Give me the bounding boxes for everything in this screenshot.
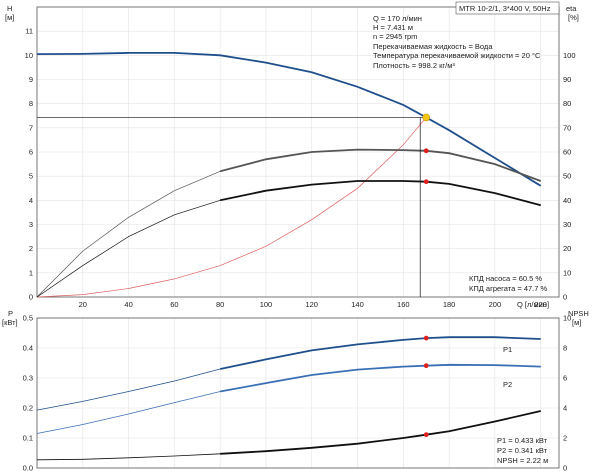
lower-right-axis-unit: [м]	[572, 318, 581, 327]
upper-left-tick-4: 4	[29, 196, 33, 205]
x-tick-20: 20	[79, 300, 87, 309]
info-line-5: Температура перекачиваемой жидкости = 20…	[373, 51, 541, 60]
p2-curve-bold	[220, 363, 541, 393]
p2-legend: P2 = 0.341 кВт	[497, 446, 548, 455]
x-tick-220: 220	[534, 300, 547, 309]
eta-unit-curve-bold	[220, 180, 541, 207]
eta-pump-curve-bold	[219, 148, 542, 182]
p1-legend: P1 = 0.433 кВт	[497, 436, 548, 445]
lower-left-tick-2: 0.2	[23, 404, 33, 413]
p2-series-label: P2	[503, 380, 512, 389]
upper-tick-labels: 0 1 2 3 4 5 6 7 8 9 10 11 0 10 20 30 40 50 60 70 80 90 100 20 40…	[25, 27, 576, 309]
lower-left-tick-1: 0.1	[23, 434, 33, 443]
head-curve	[36, 52, 542, 187]
upper-right-tick-0: 0	[563, 293, 567, 302]
upper-left-tick-2: 2	[29, 244, 33, 253]
lower-left-tick-4: 0.4	[23, 344, 33, 353]
npsh-legend: NPSH = 2.22 м	[497, 456, 548, 465]
info-line-2: H = 7.431 м	[373, 23, 413, 32]
duty-point-marker	[422, 113, 431, 122]
upper-right-tick-70: 70	[563, 123, 571, 132]
x-tick-40: 40	[124, 300, 132, 309]
npsh-duty-marker	[423, 432, 429, 438]
info-line-1: Q = 170 л/мин	[373, 14, 422, 23]
npsh-curve-bold	[220, 410, 541, 455]
upper-right-tick-90: 90	[563, 75, 571, 84]
eta-pump-marker	[423, 148, 429, 154]
npsh-curve	[36, 410, 541, 461]
upper-left-tick-7: 7	[29, 123, 33, 132]
upper-right-tick-50: 50	[563, 172, 571, 181]
lower-panel-grid	[37, 318, 559, 468]
upper-plot-frame	[36, 6, 560, 298]
upper-right-tick-100: 100	[563, 51, 576, 60]
x-tick-100: 100	[260, 300, 273, 309]
x-tick-120: 120	[305, 300, 318, 309]
lower-right-tick-4: 4	[563, 404, 567, 413]
eta-pump-legend: КПД насоса = 60.5 %	[469, 274, 542, 283]
chart-title: MTR 10-2/1, 3*400 V, 50Hz	[459, 4, 551, 13]
upper-series-group	[36, 52, 542, 298]
upper-left-tick-9: 9	[29, 75, 33, 84]
x-tick-200: 200	[489, 300, 502, 309]
x-tick-60: 60	[170, 300, 178, 309]
info-line-3: n = 2945 rpm	[373, 32, 417, 41]
p2-duty-marker	[423, 363, 429, 369]
x-tick-80: 80	[216, 300, 224, 309]
p1-curve-bold	[220, 336, 541, 370]
lower-right-tick-0: 0	[563, 464, 567, 473]
upper-left-tick-10: 10	[25, 51, 33, 60]
upper-left-axis-unit: [м]	[5, 13, 14, 22]
upper-left-tick-0: 0	[29, 293, 33, 302]
lower-right-tick-2: 2	[563, 434, 567, 443]
upper-right-tick-40: 40	[563, 196, 571, 205]
upper-right-tick-80: 80	[563, 99, 571, 108]
eta-unit-marker	[423, 179, 429, 185]
lower-left-tick-5: 0.5	[23, 314, 33, 323]
upper-right-tick-30: 30	[563, 220, 571, 229]
lower-left-tick-0: 0.0	[23, 464, 33, 473]
info-line-4: Перекачиваемая жидкость = Вода	[373, 42, 493, 51]
lower-right-axis-label: NPSH	[568, 309, 589, 318]
upper-left-axis-label: H	[7, 4, 12, 13]
lower-tick-labels: 0.0 0.1 0.2 0.3 0.4 0.5 0 2 4 6 8 10	[23, 314, 572, 473]
lower-series-group	[36, 335, 541, 461]
upper-right-axis-unit: [%]	[568, 13, 579, 22]
upper-left-tick-3: 3	[29, 220, 33, 229]
lower-left-axis-label: P	[8, 309, 13, 318]
upper-left-tick-8: 8	[29, 99, 33, 108]
lower-right-tick-10: 10	[563, 314, 571, 323]
eta-unit-curve	[36, 180, 541, 298]
lower-right-tick-6: 6	[563, 374, 567, 383]
eta-unit-legend: КПД агрегата = 47.7 %	[469, 284, 547, 293]
p1-duty-marker	[423, 335, 429, 341]
upper-left-tick-11: 11	[25, 27, 33, 36]
eta-pump-curve	[36, 149, 541, 298]
lower-left-axis-unit: [кВт]	[2, 318, 18, 327]
x-tick-180: 180	[443, 300, 456, 309]
lower-right-tick-8: 8	[563, 344, 567, 353]
lower-plot-frame	[36, 317, 560, 469]
p1-series-label: P1	[503, 345, 512, 354]
x-tick-160: 160	[397, 300, 410, 309]
x-tick-140: 140	[351, 300, 364, 309]
upper-panel-grid	[37, 7, 559, 297]
p2-curve	[36, 364, 541, 434]
upper-right-tick-60: 60	[563, 148, 571, 157]
lower-left-tick-3: 0.3	[23, 374, 33, 383]
upper-right-tick-20: 20	[563, 244, 571, 253]
upper-left-tick-6: 6	[29, 148, 33, 157]
info-line-6: Плотность = 998.2 кг/м³	[373, 61, 455, 70]
upper-right-axis-label: eta	[566, 4, 577, 13]
upper-right-tick-10: 10	[563, 268, 571, 277]
title-box	[455, 1, 560, 15]
upper-left-tick-1: 1	[29, 268, 33, 277]
head-curve-power-helper	[36, 117, 427, 298]
x-axis-label: Q [л/мин]	[517, 300, 549, 309]
upper-left-tick-5: 5	[29, 172, 33, 181]
